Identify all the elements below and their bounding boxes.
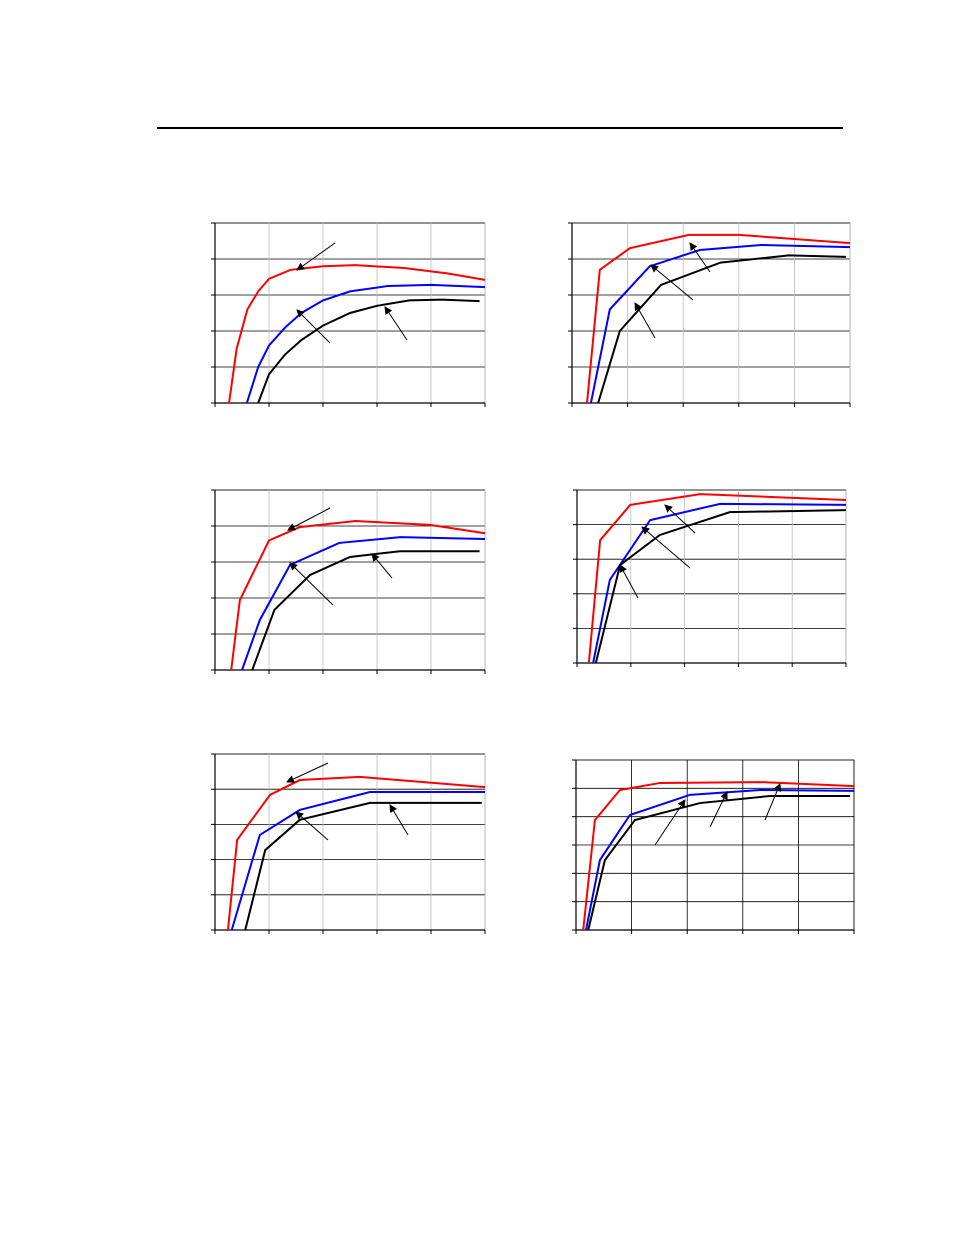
- curve: [589, 243, 851, 404]
- annotation-arrow: [389, 804, 409, 836]
- annotation-arrow: [371, 553, 393, 579]
- annotation-arrow: [289, 562, 334, 606]
- annotation-arrow: [689, 242, 711, 273]
- annotation-arrow: [641, 526, 691, 569]
- curve: [587, 794, 851, 931]
- curve: [226, 775, 486, 931]
- curve: [594, 509, 847, 664]
- curve: [587, 493, 847, 664]
- annotation-arrow: [634, 302, 656, 339]
- annotation-arrow: [287, 507, 331, 531]
- curve: [582, 781, 855, 931]
- curve: [592, 502, 847, 664]
- curve: [230, 791, 485, 931]
- curve: [597, 254, 847, 404]
- annotation-arrow: [295, 811, 329, 841]
- annotation-arrow: [650, 264, 694, 301]
- curve: [251, 550, 480, 671]
- curve: [586, 233, 851, 404]
- curve: [241, 536, 486, 671]
- annotation-arrow: [654, 799, 686, 846]
- annotation-arrow: [286, 762, 329, 783]
- curve: [257, 298, 480, 404]
- annotation-arrow: [619, 564, 639, 599]
- annotation-arrow: [709, 791, 728, 828]
- curve: [230, 519, 486, 671]
- annotation-arrow: [296, 242, 336, 271]
- plot-frame: [214, 753, 486, 931]
- curve: [244, 801, 482, 931]
- curve: [245, 283, 486, 404]
- annotation-arrow: [296, 309, 331, 344]
- annotation-arrow: [384, 306, 408, 341]
- annotation-arrow: [764, 783, 781, 821]
- plot-frame: [214, 489, 486, 671]
- curve: [228, 264, 486, 404]
- curve: [585, 789, 855, 931]
- annotation-arrow: [664, 504, 696, 534]
